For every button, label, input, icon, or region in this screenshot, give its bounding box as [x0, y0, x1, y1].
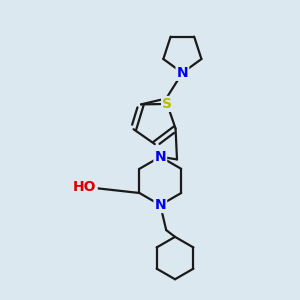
- Text: HO: HO: [73, 180, 97, 194]
- Text: N: N: [154, 198, 166, 212]
- Text: S: S: [162, 97, 172, 111]
- Text: N: N: [154, 150, 166, 164]
- Text: N: N: [177, 66, 188, 80]
